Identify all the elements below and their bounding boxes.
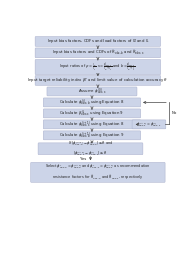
FancyBboxPatch shape [35, 76, 161, 85]
Text: If $|\phi^{(i+1)}_{obs,b}-\phi^{(i)}_{obs,b}|\leq\theta$ and
$|\phi^{(i+1)}_{obs: If $|\phi^{(i+1)}_{obs,b}-\phi^{(i)}_{ob… [68, 139, 113, 158]
Text: Input bias factors and CDFs of $\hat{R}_{obs,b}$ and $\hat{R}_{obs,s}$: Input bias factors and CDFs of $\hat{R}_… [52, 48, 144, 57]
Text: Select $\phi^*_{obs,b}=\phi^{(i+1)}_{obs,b}$ and $\phi^*_{obs,s}=\phi^{(i+1)}_{o: Select $\phi^*_{obs,b}=\phi^{(i+1)}_{obs… [45, 163, 151, 182]
FancyBboxPatch shape [47, 87, 137, 96]
FancyBboxPatch shape [43, 109, 141, 118]
Text: Input target reliability index $\beta_T$ and limit value of calculation accuracy: Input target reliability index $\beta_T$… [27, 77, 168, 84]
FancyBboxPatch shape [132, 120, 166, 129]
Text: Calculate $\phi^{(i+1)}_{obs,s}$ using Equation 8: Calculate $\phi^{(i+1)}_{obs,s}$ using E… [59, 119, 125, 130]
Text: No: No [171, 111, 176, 115]
FancyBboxPatch shape [31, 162, 165, 182]
FancyBboxPatch shape [43, 98, 141, 107]
Text: Assume $\phi^{(0)}_{obs,s}$: Assume $\phi^{(0)}_{obs,s}$ [78, 86, 106, 97]
Text: Input bias factors, CDFs and load factors of $l_D$ and $l_L$: Input bias factors, CDFs and load factor… [47, 37, 149, 45]
FancyBboxPatch shape [35, 59, 161, 74]
FancyBboxPatch shape [43, 131, 141, 140]
FancyBboxPatch shape [35, 48, 161, 58]
Text: Yes: Yes [80, 157, 86, 161]
Text: Calculate $\beta^{(i)}_{obs,s}$ using Equation 9: Calculate $\beta^{(i)}_{obs,s}$ using Eq… [59, 108, 125, 119]
FancyBboxPatch shape [43, 120, 141, 129]
Text: Calculate $\phi^{(i+1)}_{obs,b}$ using Equation 9: Calculate $\phi^{(i+1)}_{obs,b}$ using E… [59, 130, 125, 141]
FancyBboxPatch shape [38, 143, 143, 155]
FancyBboxPatch shape [35, 36, 161, 46]
Text: Calculate $\phi^{(i)}_{obs,b}$ using Equation 8: Calculate $\phi^{(i)}_{obs,b}$ using Equ… [59, 97, 125, 108]
Text: Input ratios of $\rho=\frac{l_D}{l_L}$, $s=\frac{\hat{R}_{obs,s}}{l_D+l_L}$ and : Input ratios of $\rho=\frac{l_D}{l_L}$, … [59, 62, 136, 73]
Text: $\phi^{(i+1)}_{obs,s}=\phi^{(i)}_{obs,s}$: $\phi^{(i+1)}_{obs,s}=\phi^{(i)}_{obs,s}… [136, 120, 162, 129]
